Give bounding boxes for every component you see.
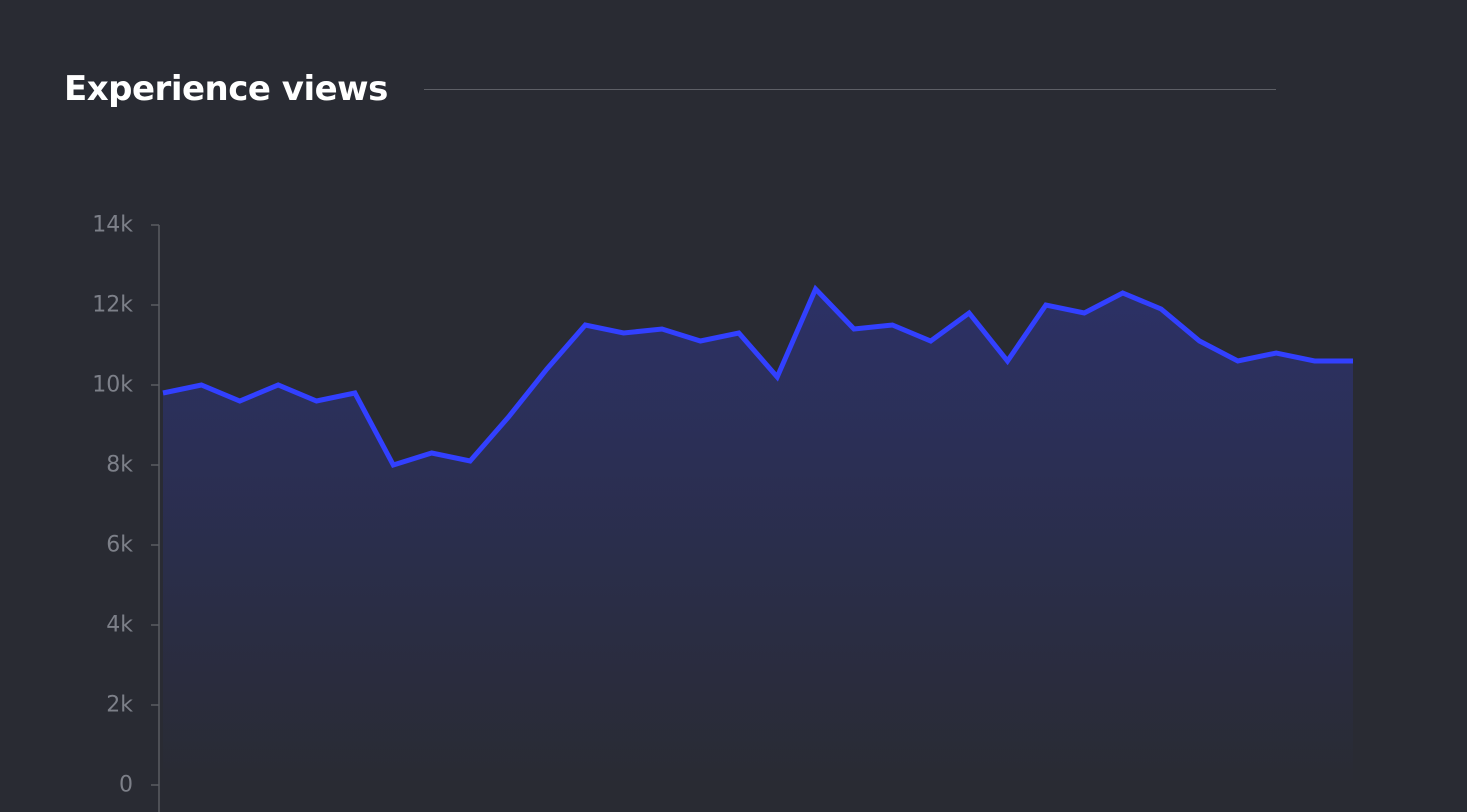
title-divider bbox=[423, 88, 1276, 90]
series-area bbox=[163, 289, 1353, 785]
y-tick-label: 6k bbox=[106, 533, 133, 558]
series-line bbox=[162, 284, 1353, 469]
y-tick-label: 14k bbox=[92, 213, 133, 238]
y-tick-label: 10k bbox=[92, 373, 133, 398]
y-tick-label: 2k bbox=[106, 693, 133, 718]
y-tick-label: 4k bbox=[106, 613, 133, 638]
y-tick-label: 0 bbox=[119, 773, 133, 798]
panel-header: Experience views bbox=[64, 62, 1276, 116]
y-tick-label: 12k bbox=[92, 293, 133, 318]
y-tick-label: 8k bbox=[106, 453, 133, 478]
chart-title: Experience views bbox=[64, 69, 388, 109]
